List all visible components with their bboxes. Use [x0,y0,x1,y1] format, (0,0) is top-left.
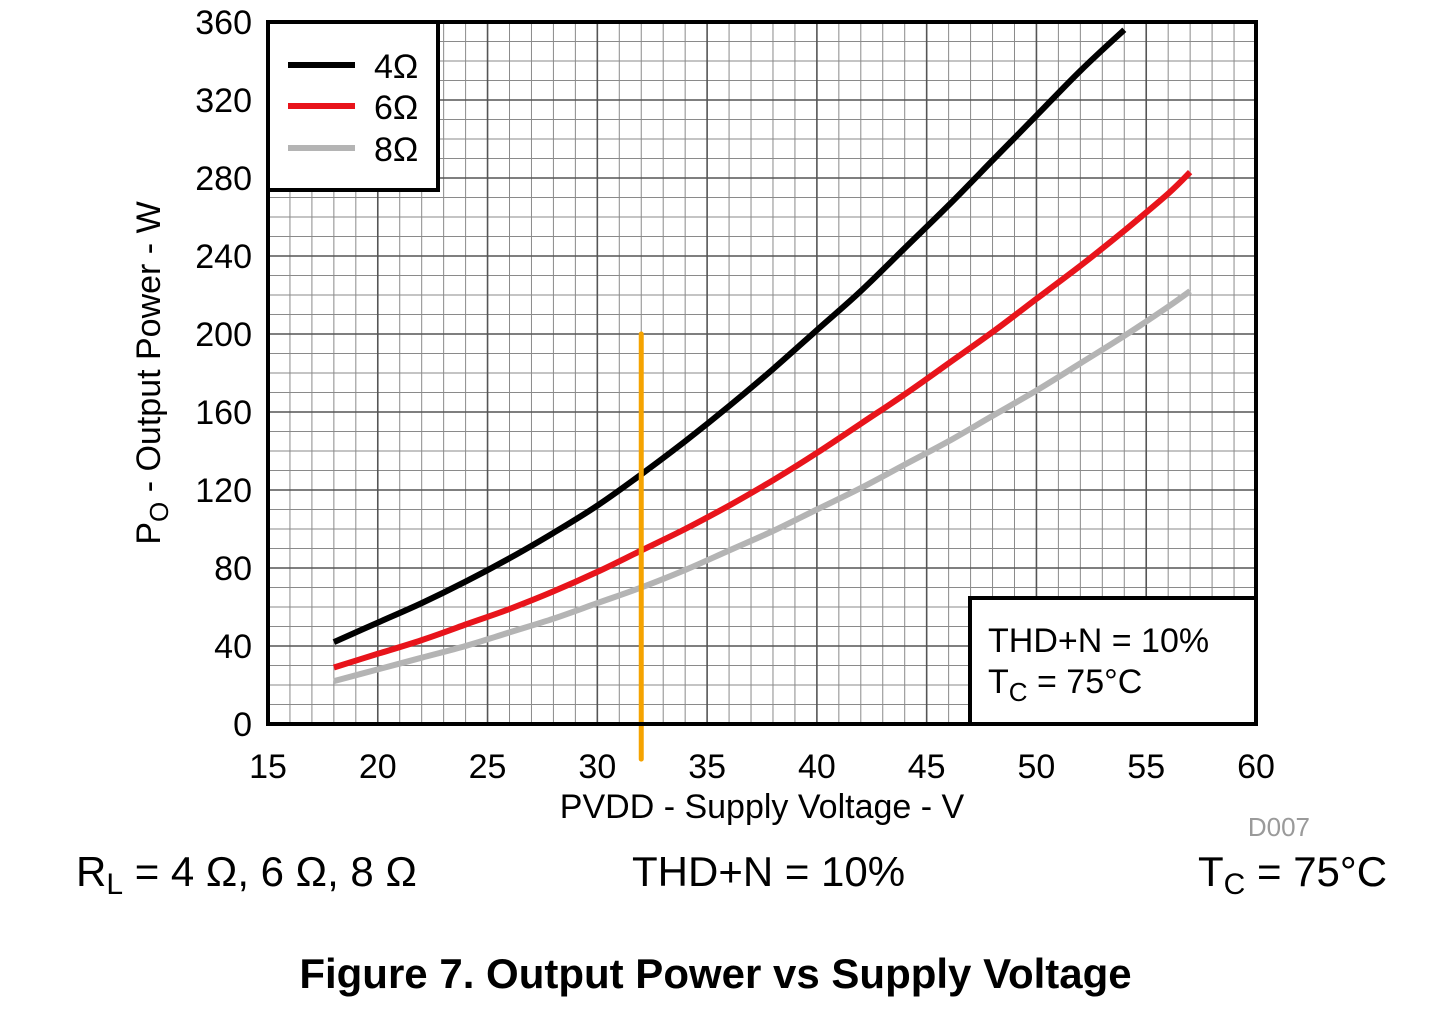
y-tick-label: 160 [195,394,252,432]
condition-tc: TC = 75°C [1198,848,1387,902]
x-tick-label: 30 [578,748,616,786]
x-tick-label: 50 [1018,748,1056,786]
condition-rl: RL = 4 Ω, 6 Ω, 8 Ω [76,848,417,902]
condition-tc-main: T [1198,848,1224,895]
condition-rl-main: R [76,848,107,895]
y-tick-label: 0 [233,706,252,744]
y-tick-label: 240 [195,238,252,276]
x-tick-label: 55 [1127,748,1165,786]
y-tick-label: 360 [195,4,252,42]
x-axis-title: PVDD - Supply Voltage - V [560,788,965,826]
figure-caption: Figure 7. Output Power vs Supply Voltage [299,950,1132,997]
x-tick-labels: 15 20 25 30 35 40 45 50 55 60 [249,748,1275,786]
series-layer [332,27,1193,684]
condition-rl-sub: L [106,868,124,901]
series-8ohm [333,288,1192,684]
x-tick-label: 35 [688,748,726,786]
legend-label-6ohm: 6Ω [374,89,418,127]
condition-tc-sub: C [1223,868,1246,901]
series-6ohm [332,169,1193,671]
condition-tc-rest: = 75°C [1245,848,1388,895]
y-axis-title-rest: - Output Power - W [130,201,168,501]
y-axis-title-sub: O [144,502,174,522]
condition-rl-rest: = 4 Ω, 6 Ω, 8 Ω [123,848,417,895]
series-4ohm [332,27,1127,645]
annotation-tc-rest: = 75°C [1028,663,1143,701]
x-tick-label: 40 [798,748,836,786]
x-tick-label: 60 [1237,748,1275,786]
annotation-tc-main: T [988,663,1009,701]
condition-thd: THD+N = 10% [632,848,906,895]
x-tick-label: 20 [359,748,397,786]
annotation-box [968,596,1258,726]
annotation-tc: TC = 75°C [988,663,1142,707]
annotation-thd: THD+N = 10% [988,622,1209,660]
chart-area: 0 40 80 120 160 200 240 280 320 360 15 20 25 30 35 40 4… [130,4,1310,842]
y-tick-label: 80 [214,550,252,588]
plot-frame [266,20,1258,726]
x-tick-label: 25 [469,748,507,786]
legend-label-8ohm: 8Ω [374,131,418,169]
y-tick-labels: 0 40 80 120 160 200 240 280 320 360 [195,4,252,744]
y-axis-title: PO - Output Power - W [130,201,174,544]
figure-id: D007 [1248,812,1310,842]
y-tick-label: 320 [195,82,252,120]
legend: 4Ω 6Ω 8Ω [266,20,440,192]
annotation-tc-sub: C [1009,677,1028,707]
y-tick-label: 120 [195,472,252,510]
x-tick-label: 15 [249,748,287,786]
y-tick-label: 200 [195,316,252,354]
y-tick-label: 280 [195,160,252,198]
output-power-chart: 0 40 80 120 160 200 240 280 320 360 15 20 25 30 35 40 4… [130,4,1310,842]
conditions-annotation: THD+N = 10% TC = 75°C [968,596,1258,726]
x-tick-label: 45 [908,748,946,786]
legend-label-4ohm: 4Ω [374,48,418,86]
y-axis-title-main: P [130,522,168,545]
y-tick-label: 40 [214,628,252,666]
